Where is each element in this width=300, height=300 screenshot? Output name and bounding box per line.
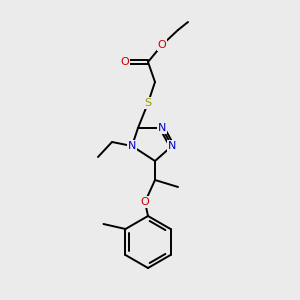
- Text: N: N: [158, 123, 166, 133]
- Text: N: N: [168, 141, 176, 151]
- Text: O: O: [121, 57, 129, 67]
- Text: S: S: [144, 98, 152, 108]
- Text: O: O: [158, 40, 166, 50]
- Text: O: O: [141, 197, 149, 207]
- Text: N: N: [128, 141, 136, 151]
